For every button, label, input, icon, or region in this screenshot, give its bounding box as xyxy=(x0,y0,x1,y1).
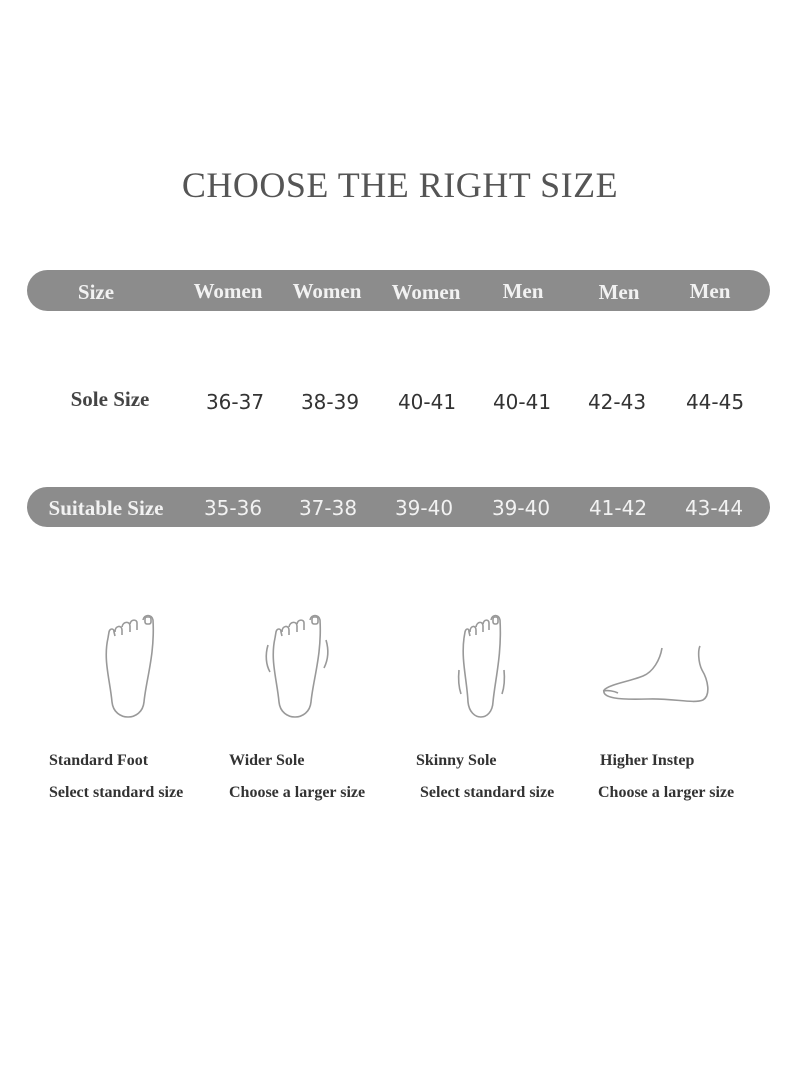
column-header: Men xyxy=(598,280,640,304)
suitable-size-value: 39-40 xyxy=(394,496,454,520)
suitable-size-value: 43-44 xyxy=(684,496,744,520)
sole-size-value: 40-41 xyxy=(492,390,552,414)
suitable-size-value: 35-36 xyxy=(203,496,263,520)
standard-foot-icon xyxy=(105,614,155,718)
column-header: Women xyxy=(292,279,362,303)
size-header: Size xyxy=(77,280,115,304)
sole-size-label: Sole Size xyxy=(70,387,150,411)
column-header: Women xyxy=(391,280,461,304)
suitable-size-bar: Suitable Size 35-36 37-38 39-40 39-40 41… xyxy=(27,487,770,527)
wider-sole-icon xyxy=(265,614,329,718)
foot-type-label: Standard Foot xyxy=(49,752,149,769)
foot-type-label: Skinny Sole xyxy=(416,752,497,769)
foot-advice: Select standard size xyxy=(49,784,184,801)
page-title: CHOOSE THE RIGHT SIZE xyxy=(181,165,619,205)
sole-size-value: 38-39 xyxy=(300,390,360,414)
higher-instep-icon xyxy=(602,645,709,703)
suitable-size-value: 39-40 xyxy=(491,496,551,520)
skinny-sole-icon xyxy=(457,614,506,718)
sole-size-value: 44-45 xyxy=(685,390,745,414)
sole-size-value: 40-41 xyxy=(397,390,457,414)
suitable-size-value: 37-38 xyxy=(298,496,358,520)
sole-size-value: 36-37 xyxy=(205,390,265,414)
suitable-size-value: 41-42 xyxy=(588,496,648,520)
foot-advice: Choose a larger size xyxy=(598,784,735,801)
column-header: Men xyxy=(689,279,731,303)
foot-type-label: Wider Sole xyxy=(229,752,305,769)
header-bar: Size Women Women Women Men Men Men xyxy=(27,270,770,311)
column-header: Men xyxy=(502,279,544,303)
foot-advice: Choose a larger size xyxy=(229,784,366,801)
column-header: Women xyxy=(193,279,263,303)
foot-type-label: Higher Instep xyxy=(600,752,695,769)
suitable-size-label: Suitable Size xyxy=(48,496,164,520)
sole-size-value: 42-43 xyxy=(587,390,647,414)
foot-advice: Select standard size xyxy=(420,784,555,801)
